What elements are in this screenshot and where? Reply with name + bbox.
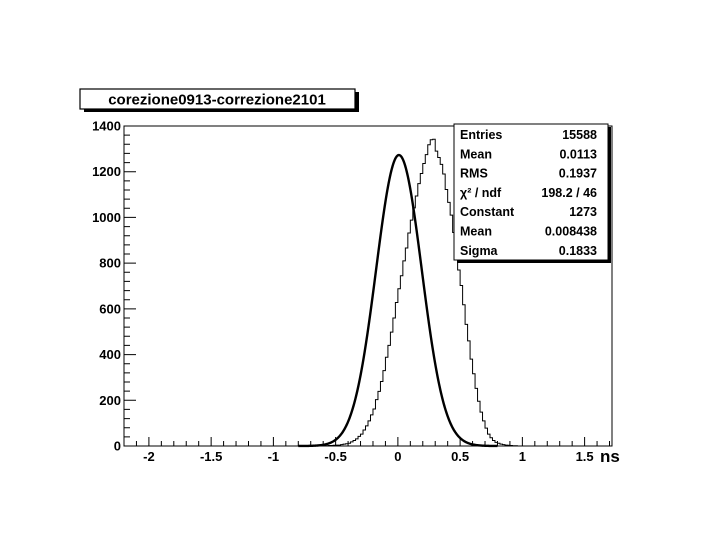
y-tick-label: 400	[99, 347, 121, 362]
y-tick-label: 1200	[92, 164, 121, 179]
stats-row-label: Constant	[460, 205, 515, 219]
y-tick-label: 600	[99, 301, 121, 316]
gaussian-fit-curve	[298, 153, 498, 448]
y-tick-label: 0	[114, 439, 121, 454]
y-tick-label: 1400	[92, 119, 121, 134]
stats-row-label: RMS	[460, 167, 488, 181]
x-tick-label: 0	[394, 449, 401, 464]
stats-row-label: Mean	[460, 225, 492, 239]
x-tick-label: -1.5	[200, 449, 222, 464]
x-tick-label: -1	[268, 449, 280, 464]
stats-row-label: Entries	[460, 128, 502, 142]
y-tick-label: 1000	[92, 210, 121, 225]
x-tick-labels: -2 -1.5 -1 -0.5 0 0.5 1 1.5	[143, 449, 594, 464]
x-tick-label: -0.5	[324, 449, 346, 464]
stats-row-value: 0.008438	[545, 225, 597, 239]
tick-marks	[123, 125, 611, 447]
stats-row-value: 0.1937	[559, 167, 597, 181]
y-tick-label: 800	[99, 256, 121, 271]
x-tick-label: 1	[519, 449, 526, 464]
axis-ticks	[123, 125, 611, 447]
x-tick-label: 1.5	[576, 449, 594, 464]
stats-row-label: Sigma	[460, 244, 499, 258]
chart-title: corezione0913-correzione2101	[108, 92, 326, 109]
stats-row-value: 0.1833	[559, 244, 597, 258]
stats-row-value: 198.2 / 46	[541, 186, 597, 200]
stats-row-value: 15588	[562, 128, 597, 142]
stats-row-value: 0.0113	[559, 147, 597, 161]
x-tick-label: 0.5	[451, 449, 469, 464]
stats-row-label: χ² / ndf	[460, 186, 502, 200]
stats-row-label: Mean	[460, 147, 492, 161]
stats-box: Entries 15588 Mean 0.0113 RMS 0.1937 χ² / ndf 1…	[453, 123, 611, 263]
stats-row-value: 1273	[569, 205, 597, 219]
title-box: corezione0913-correzione2101	[79, 88, 359, 112]
y-tick-label: 200	[99, 393, 121, 408]
x-axis-unit: ns	[600, 447, 620, 466]
plot-frame	[123, 125, 613, 447]
histogram-series	[273, 138, 523, 447]
y-tick-labels: 0 200 400 600 800 1000 1200 1400	[92, 119, 121, 454]
stats-rows: Entries 15588 Mean 0.0113 RMS 0.1937 χ² / ndf 1…	[460, 128, 597, 258]
x-tick-label: -2	[143, 449, 155, 464]
